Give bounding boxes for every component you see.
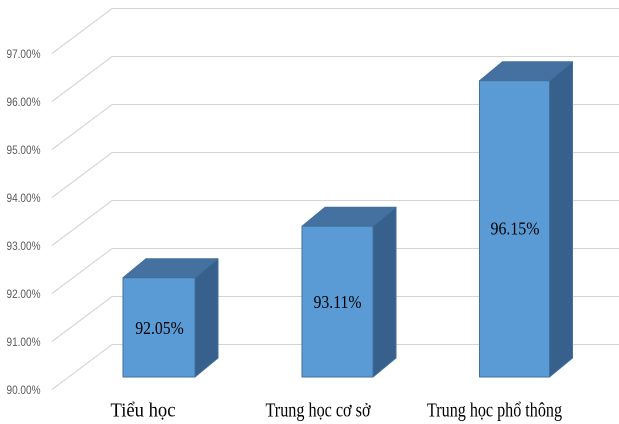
svg-text:93.11%: 93.11% bbox=[314, 292, 362, 312]
svg-text:96.00%: 96.00% bbox=[7, 97, 41, 109]
svg-text:Trung học phổ thông: Trung học phổ thông bbox=[427, 400, 562, 422]
svg-text:90.00%: 90.00% bbox=[7, 385, 41, 397]
svg-text:94.00%: 94.00% bbox=[7, 193, 41, 205]
svg-text:91.00%: 91.00% bbox=[7, 337, 41, 349]
svg-text:92.00%: 92.00% bbox=[7, 289, 41, 301]
svg-text:Tiểu học: Tiểu học bbox=[111, 400, 176, 422]
svg-text:95.00%: 95.00% bbox=[7, 145, 41, 157]
svg-text:93.00%: 93.00% bbox=[7, 241, 41, 253]
svg-text:92.05%: 92.05% bbox=[135, 318, 184, 338]
svg-text:96.15%: 96.15% bbox=[491, 219, 540, 239]
svg-text:Trung học cơ sở: Trung học cơ sở bbox=[266, 400, 371, 422]
svg-text:97.00%: 97.00% bbox=[7, 49, 41, 61]
